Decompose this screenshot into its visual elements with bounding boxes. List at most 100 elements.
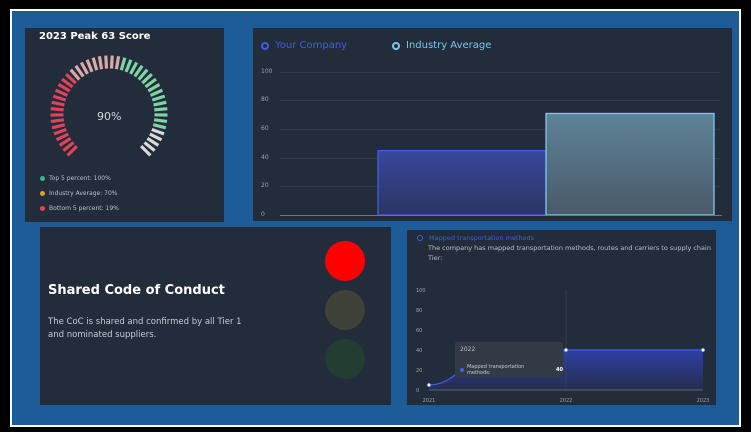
legend-dot bbox=[40, 176, 45, 181]
y-tick-label: 100 bbox=[261, 68, 273, 75]
tooltip-value: 40 bbox=[556, 367, 563, 373]
y-tick-label: 80 bbox=[416, 308, 422, 314]
gauge-segment bbox=[141, 73, 153, 85]
radio-icon[interactable] bbox=[392, 41, 400, 50]
legend-label: Your Company bbox=[275, 40, 348, 51]
gauge-segment bbox=[153, 118, 168, 124]
y-tick-label: 20 bbox=[416, 368, 422, 374]
gauge-segment bbox=[133, 64, 144, 78]
gauge-segment bbox=[143, 141, 156, 152]
transportation-chart-card: Mapped transportation methods The compan… bbox=[407, 230, 716, 405]
legend-label: Industry Average bbox=[406, 40, 492, 51]
gauge-segment bbox=[140, 145, 152, 157]
gauge-segment bbox=[146, 137, 160, 147]
legend-dot bbox=[40, 206, 45, 211]
tooltip-label: Mapped transportation methods: bbox=[466, 364, 525, 376]
chart-description: The company has mapped transportation me… bbox=[428, 244, 711, 262]
gauge-segment bbox=[109, 55, 114, 69]
data-point bbox=[426, 382, 432, 388]
x-tick-label: 2022 bbox=[560, 398, 573, 404]
gauge-segment bbox=[144, 77, 157, 89]
y-tick-label: 60 bbox=[261, 125, 269, 132]
legend-label: Industry Average: 70% bbox=[49, 190, 118, 197]
gauge-segment bbox=[153, 100, 167, 107]
gauge-segment bbox=[57, 83, 71, 93]
y-tick-label: 40 bbox=[261, 154, 269, 161]
gridline bbox=[280, 129, 720, 130]
gauge-segment bbox=[79, 61, 89, 75]
gauge-segment bbox=[51, 100, 65, 107]
score-gauge-card: 2023 Peak 63 Score 90% Top 5 percent: 10… bbox=[25, 28, 224, 222]
bar-chart-plot bbox=[280, 112, 722, 216]
tooltip-row: Mapped transportation methods: 40 bbox=[460, 364, 563, 376]
gridline bbox=[280, 72, 720, 73]
gauge-segment bbox=[85, 59, 94, 73]
legend-label: Top 5 percent: 100% bbox=[49, 175, 111, 182]
gauge-segment bbox=[149, 132, 163, 142]
y-tick-label: 0 bbox=[416, 388, 419, 394]
gauge-segment bbox=[66, 145, 78, 157]
gauge-segment bbox=[61, 77, 74, 89]
gauge-segment bbox=[104, 55, 109, 69]
series-dot bbox=[460, 368, 464, 372]
data-point bbox=[700, 347, 706, 353]
gauge-segment bbox=[55, 132, 69, 142]
gauge-segment bbox=[124, 59, 133, 73]
comparison-bar-chart-card: Your Company Industry Average 100 80 60 … bbox=[253, 28, 732, 221]
dashboard-frame: 2023 Peak 63 Score 90% Top 5 percent: 10… bbox=[10, 9, 741, 427]
bar-your-company bbox=[377, 150, 547, 216]
gauge-segment bbox=[151, 127, 165, 136]
legend-top-5: Top 5 percent: 100% bbox=[40, 175, 111, 182]
legend-bottom-5: Bottom 5 percent: 19% bbox=[40, 205, 119, 212]
chart-tooltip: 2022 Mapped transportation methods: 40 bbox=[455, 342, 563, 377]
gauge-percent-label: 90% bbox=[97, 110, 122, 123]
y-tick-label: 60 bbox=[416, 328, 422, 334]
gauge-segment bbox=[62, 141, 75, 152]
legend-dot bbox=[40, 191, 45, 196]
area-chart-plot: 100 80 60 40 20 0 2021 2022 2023 bbox=[416, 288, 710, 404]
series-title[interactable]: Mapped transportation methods bbox=[429, 234, 535, 242]
gauge-segment bbox=[74, 64, 85, 78]
gauge-segment bbox=[129, 61, 139, 75]
gauge-segment bbox=[54, 88, 69, 97]
gauge-segment bbox=[91, 57, 99, 71]
score-gauge bbox=[50, 55, 168, 157]
traffic-light-green bbox=[325, 339, 365, 379]
radio-icon[interactable] bbox=[417, 235, 423, 241]
gauge-segment bbox=[137, 68, 149, 81]
traffic-light-amber bbox=[325, 290, 365, 330]
x-tick-label: 2021 bbox=[423, 398, 436, 404]
gauge-segment bbox=[154, 107, 168, 112]
tooltip-year: 2022 bbox=[460, 346, 476, 353]
y-tick-label: 40 bbox=[416, 348, 422, 354]
gauge-segment bbox=[114, 56, 121, 70]
gauge-segment bbox=[58, 137, 72, 147]
x-tick-label: 2023 bbox=[697, 398, 710, 404]
y-tick-label: 100 bbox=[416, 288, 426, 294]
gauge-segment bbox=[119, 57, 127, 71]
data-point bbox=[563, 347, 569, 353]
y-tick-label: 80 bbox=[261, 96, 269, 103]
gauge-segment bbox=[52, 94, 67, 102]
gridline bbox=[280, 100, 720, 101]
gauge-segment bbox=[53, 127, 67, 136]
coc-title: Shared Code of Conduct bbox=[48, 283, 225, 298]
bar-industry-average bbox=[545, 112, 715, 216]
radio-icon[interactable] bbox=[261, 41, 269, 50]
legend-your-company[interactable]: Your Company bbox=[261, 40, 347, 51]
legend-industry-average[interactable]: Industry Average bbox=[392, 40, 491, 51]
y-tick-label: 0 bbox=[261, 211, 265, 218]
gauge-segment bbox=[152, 123, 167, 130]
gauge-segment bbox=[50, 118, 65, 124]
gauge-segment bbox=[151, 94, 166, 102]
legend-label: Bottom 5 percent: 19% bbox=[49, 205, 119, 212]
gauge-segment bbox=[51, 123, 66, 130]
gauge-title: 2023 Peak 63 Score bbox=[39, 31, 151, 42]
code-of-conduct-card: Shared Code of Conduct The CoC is shared… bbox=[40, 227, 391, 405]
gauge-segment bbox=[50, 107, 64, 112]
traffic-light-red bbox=[325, 241, 365, 281]
y-tick-label: 20 bbox=[261, 182, 269, 189]
gauge-segment bbox=[149, 88, 164, 97]
legend-industry-average: Industry Average: 70% bbox=[40, 190, 118, 197]
gauge-segment bbox=[97, 56, 104, 70]
